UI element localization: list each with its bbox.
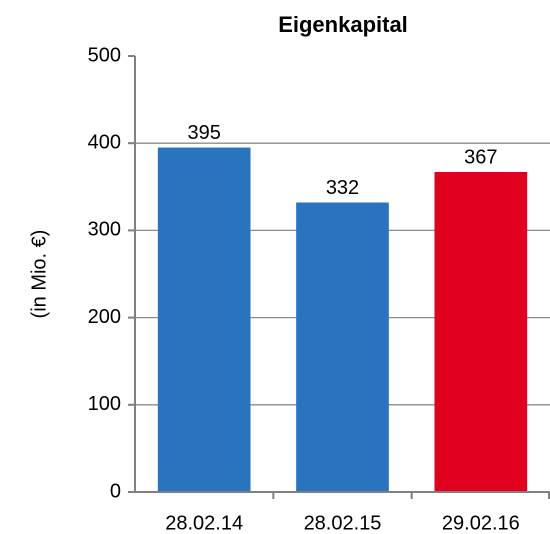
y-tick-label: 400 (88, 131, 121, 153)
y-tick-label: 300 (88, 219, 121, 241)
y-tick-label: 500 (88, 44, 121, 66)
y-tick-label: 100 (88, 393, 121, 415)
bar (434, 171, 528, 492)
x-tick-label: 28.02.15 (304, 512, 382, 534)
bar (296, 202, 389, 492)
y-axis-label: (in Mio. €) (28, 230, 50, 319)
value-label: 395 (187, 122, 220, 144)
y-tick-label: 200 (88, 306, 121, 328)
value-label: 367 (464, 146, 497, 168)
x-tick-label: 28.02.14 (165, 512, 243, 534)
chart-title: Eigenkapital (278, 12, 408, 37)
bar (157, 147, 251, 492)
x-tick-label: 29.02.16 (442, 512, 520, 534)
value-label: 332 (326, 177, 359, 199)
y-tick-label: 0 (110, 480, 121, 502)
